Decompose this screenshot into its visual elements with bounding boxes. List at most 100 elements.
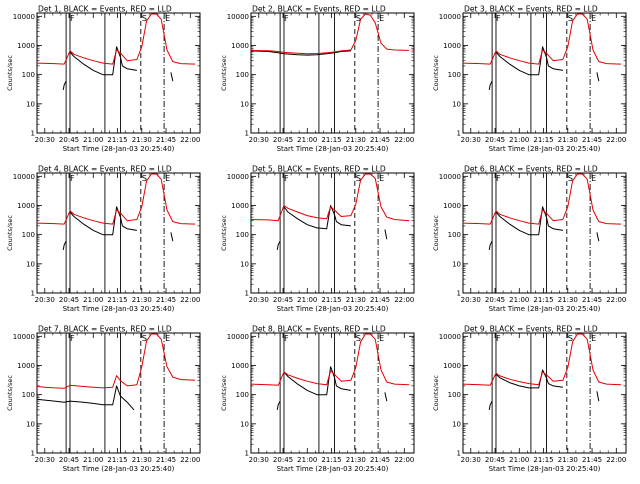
marker-label-s: S <box>142 174 147 183</box>
panel-title: Det 5, BLACK = Events, RED = LLD <box>252 165 386 174</box>
x-axis-label: Start Time (28-Jan-03 20:25:40) <box>63 305 175 313</box>
y-tick-label: 10000 <box>13 333 35 341</box>
panel-det-3: Det 3, BLACK = Events, RED = LLD 1 10 100 10… <box>432 5 627 153</box>
panel-data <box>463 333 622 453</box>
x-axis-label: Start Time (28-Jan-03 20:25:40) <box>489 465 601 473</box>
x-tick-label: 20:30 <box>35 456 55 464</box>
y-tick-label: 100 <box>236 71 249 79</box>
y-tick-label: 10000 <box>227 173 249 181</box>
y-axis-label: Counts/sec <box>432 375 440 411</box>
x-tick-label: 21:45 <box>156 456 176 464</box>
x-tick-label: 21:30 <box>346 296 366 304</box>
y-tick-label: 1 <box>245 290 249 298</box>
x-axis-label: Start Time (28-Jan-03 20:25:40) <box>489 145 601 153</box>
x-tick-label: 21:00 <box>509 136 529 144</box>
y-tick-label: 10 <box>452 260 461 268</box>
x-tick-label: 22:00 <box>606 456 626 464</box>
y-tick-label: 10 <box>240 100 249 108</box>
marker-label-e: E <box>165 14 170 23</box>
marker-label-f: F <box>284 14 289 23</box>
y-tick-label: 10 <box>26 100 35 108</box>
x-tick-label: 21:15 <box>533 456 553 464</box>
panel-data <box>463 13 622 133</box>
x-tick-label: 21:30 <box>132 136 152 144</box>
y-tick-label: 1 <box>245 450 249 458</box>
events-series-line <box>69 206 137 236</box>
y-tick-label: 10000 <box>227 333 249 341</box>
x-tick-label: 22:00 <box>180 136 200 144</box>
y-tick-label: 1 <box>457 290 461 298</box>
lld-series-line <box>37 173 196 225</box>
y-tick-label: 1000 <box>17 42 35 50</box>
x-tick-label: 21:30 <box>558 296 578 304</box>
y-tick-label: 10000 <box>13 173 35 181</box>
panel-data <box>251 333 410 453</box>
y-tick-label: 1000 <box>443 202 461 210</box>
x-tick-label: 21:30 <box>346 456 366 464</box>
y-tick-label: 1 <box>31 450 35 458</box>
x-axis-label: Start Time (28-Jan-03 20:25:40) <box>489 305 601 313</box>
x-tick-label: 20:30 <box>35 136 55 144</box>
x-tick-label: 20:30 <box>249 296 269 304</box>
events-series-line <box>384 229 388 240</box>
y-tick-label: 100 <box>448 231 461 239</box>
x-tick-label: 20:45 <box>59 456 79 464</box>
panel-data <box>251 13 410 133</box>
lld-series-line <box>251 173 410 222</box>
x-tick-label: 21:30 <box>132 296 152 304</box>
x-tick-label: 21:00 <box>297 456 317 464</box>
plot-frame <box>462 172 627 294</box>
panel-title: Det 7, BLACK = Events, RED = LLD <box>38 325 172 334</box>
x-axis-label: Start Time (28-Jan-03 20:25:40) <box>277 305 389 313</box>
marker-label-f: F <box>284 174 289 183</box>
events-series-line <box>283 366 351 396</box>
panel-det-1: Det 1, BLACK = Events, RED = LLD 1 10 100 10… <box>6 5 201 153</box>
y-tick-label: 10 <box>240 420 249 428</box>
marker-label-s: S <box>356 174 361 183</box>
events-series-line <box>276 240 281 250</box>
y-axis-label: Counts/sec <box>220 375 228 411</box>
x-axis-label: Start Time (28-Jan-03 20:25:40) <box>63 145 175 153</box>
x-tick-label: 21:45 <box>370 136 390 144</box>
y-tick-label: 10 <box>240 260 249 268</box>
panel-data <box>37 13 196 133</box>
x-tick-label: 20:45 <box>485 296 505 304</box>
plot-frame <box>36 172 201 294</box>
marker-label-s: S <box>356 14 361 23</box>
x-tick-label: 22:00 <box>180 296 200 304</box>
events-series-line <box>596 72 600 82</box>
y-tick-label: 10000 <box>439 13 461 21</box>
x-tick-label: 22:00 <box>180 456 200 464</box>
lld-series-line <box>37 13 196 65</box>
marker-label-f: F <box>284 334 289 343</box>
x-tick-label: 21:00 <box>297 296 317 304</box>
panel-det-2: Det 2, BLACK = Events, RED = LLD 1 10 100 10… <box>220 5 415 153</box>
y-tick-label: 1000 <box>231 362 249 370</box>
y-tick-label: 1000 <box>231 42 249 50</box>
marker-label-f: F <box>496 14 501 23</box>
lld-series-line <box>251 13 410 55</box>
x-tick-label: 20:45 <box>485 456 505 464</box>
y-tick-label: 1 <box>245 130 249 138</box>
y-tick-label: 1000 <box>443 362 461 370</box>
panel-det-9: Det 9, BLACK = Events, RED = LLD 1 10 100 10… <box>432 325 627 473</box>
lld-series-line <box>463 173 622 225</box>
x-tick-label: 21:15 <box>107 456 127 464</box>
lld-series-line <box>37 333 196 389</box>
x-tick-label: 20:30 <box>249 136 269 144</box>
panel-title: Det 8, BLACK = Events, RED = LLD <box>252 325 386 334</box>
lld-series-line <box>463 13 622 65</box>
x-tick-label: 21:00 <box>83 136 103 144</box>
x-tick-label: 21:30 <box>132 456 152 464</box>
panel-title: Det 2, BLACK = Events, RED = LLD <box>252 5 386 14</box>
plot-frame <box>462 332 627 454</box>
y-tick-label: 10 <box>26 420 35 428</box>
plot-frame <box>36 12 201 134</box>
y-tick-label: 1 <box>31 290 35 298</box>
y-tick-label: 100 <box>22 391 35 399</box>
x-tick-label: 21:15 <box>321 456 341 464</box>
y-tick-label: 10 <box>452 420 461 428</box>
x-tick-label: 21:45 <box>156 136 176 144</box>
events-series-line <box>170 232 174 242</box>
